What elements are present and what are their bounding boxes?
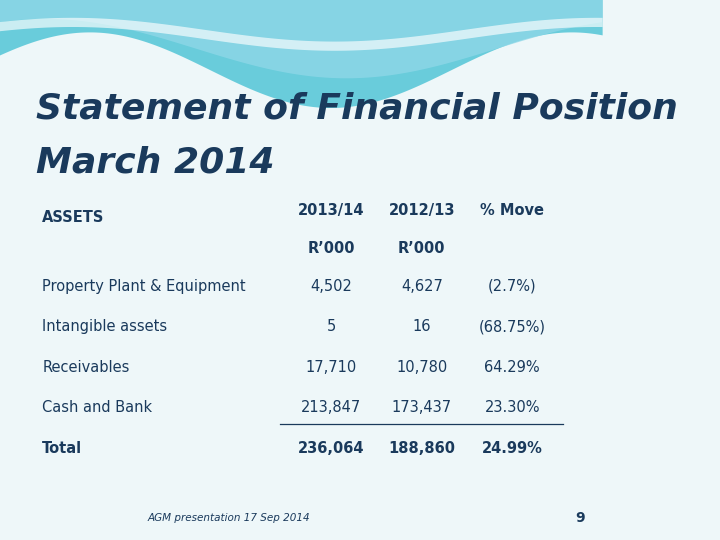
Text: % Move: % Move: [480, 202, 544, 218]
Text: 2012/13: 2012/13: [389, 202, 455, 218]
Text: 4,627: 4,627: [401, 279, 443, 294]
Text: Total: Total: [42, 441, 82, 456]
Text: AGM presentation 17 Sep 2014: AGM presentation 17 Sep 2014: [148, 514, 310, 523]
Text: (2.7%): (2.7%): [488, 279, 536, 294]
Text: 9: 9: [575, 511, 585, 525]
Text: Cash and Bank: Cash and Bank: [42, 400, 153, 415]
Text: 236,064: 236,064: [298, 441, 365, 456]
Text: R’000: R’000: [398, 241, 446, 256]
Text: 4,502: 4,502: [310, 279, 352, 294]
Text: Statement of Financial Position: Statement of Financial Position: [36, 92, 678, 126]
Text: 64.29%: 64.29%: [485, 360, 540, 375]
Text: (68.75%): (68.75%): [479, 319, 546, 334]
Text: Receivables: Receivables: [42, 360, 130, 375]
Text: 10,780: 10,780: [396, 360, 447, 375]
Text: Intangible assets: Intangible assets: [42, 319, 167, 334]
Text: 23.30%: 23.30%: [485, 400, 540, 415]
Polygon shape: [0, 0, 603, 78]
Text: 24.99%: 24.99%: [482, 441, 543, 456]
Text: 5: 5: [327, 319, 336, 334]
Polygon shape: [0, 18, 603, 51]
Text: 17,710: 17,710: [306, 360, 357, 375]
Text: 16: 16: [413, 319, 431, 334]
Text: March 2014: March 2014: [36, 146, 274, 180]
Text: ASSETS: ASSETS: [42, 210, 104, 225]
Text: 213,847: 213,847: [302, 400, 361, 415]
Text: 188,860: 188,860: [388, 441, 455, 456]
Text: Property Plant & Equipment: Property Plant & Equipment: [42, 279, 246, 294]
Text: R’000: R’000: [307, 241, 355, 256]
Text: 2013/14: 2013/14: [298, 202, 365, 218]
Text: 173,437: 173,437: [392, 400, 452, 415]
Polygon shape: [0, 0, 603, 108]
